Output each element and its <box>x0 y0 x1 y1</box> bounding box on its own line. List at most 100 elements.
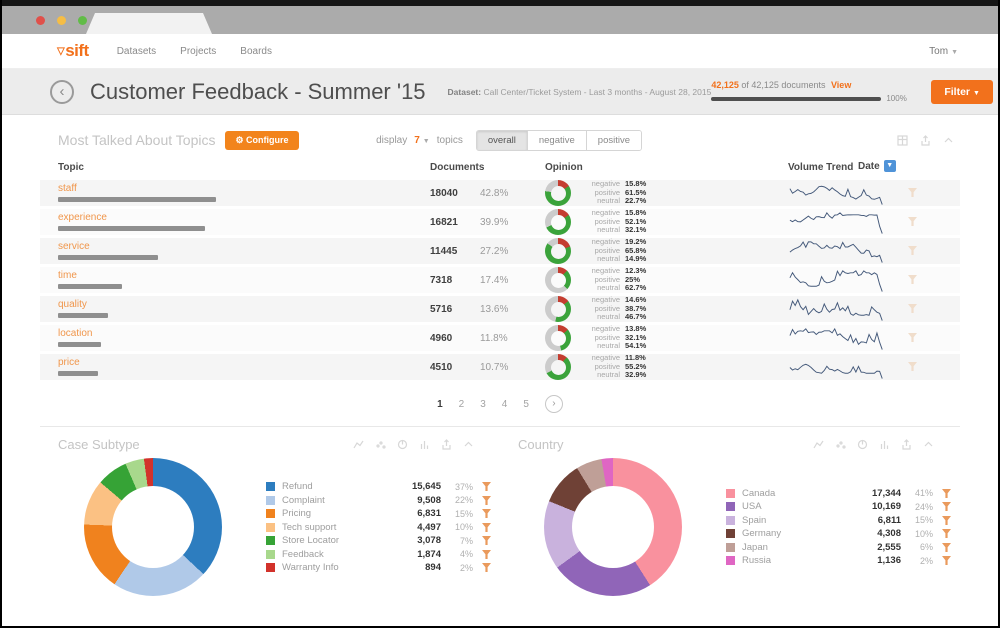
filter-funnel-icon[interactable] <box>482 495 491 505</box>
topic-link[interactable]: experience <box>58 212 107 223</box>
filter-funnel-icon[interactable] <box>908 217 917 226</box>
nav-item-boards[interactable]: Boards <box>240 45 272 57</box>
nav-item-projects[interactable]: Projects <box>180 45 217 57</box>
filter-button[interactable]: Filter ▼ <box>931 79 993 104</box>
dashboard-main: Most Talked About Topics ⚙ Configure dis… <box>2 115 998 626</box>
export-icon[interactable] <box>920 134 931 146</box>
filter-funnel-icon[interactable] <box>942 529 951 539</box>
page-1[interactable]: 1 <box>437 398 443 410</box>
filter-funnel-icon[interactable] <box>942 502 951 512</box>
collapse-icon[interactable] <box>923 439 934 450</box>
topic-link[interactable]: quality <box>58 299 87 310</box>
export-icon[interactable] <box>901 438 912 450</box>
legend-value: 1,874 <box>417 548 441 560</box>
opinion-negative-label: negative <box>591 237 620 246</box>
topic-link[interactable]: location <box>58 328 93 339</box>
filter-funnel-icon[interactable] <box>942 556 951 566</box>
date-label: Date <box>858 160 880 172</box>
country-donut[interactable] <box>544 458 682 596</box>
user-menu[interactable]: Tom ▼ <box>929 45 958 57</box>
opinion-donut <box>545 180 571 206</box>
export-icon[interactable] <box>441 438 452 450</box>
topics-table-header: Topic Documents Opinion Volume Trend Dat… <box>40 158 960 180</box>
filter-funnel-icon[interactable] <box>908 333 917 342</box>
opinion-negative-label: negative <box>591 266 620 275</box>
maximize-window-icon[interactable] <box>78 16 87 25</box>
toggle-overall[interactable]: overall <box>476 130 528 150</box>
document-count: 18040 <box>430 188 458 199</box>
case-subtype-donut[interactable] <box>84 458 222 596</box>
legend-label: USA <box>742 501 762 513</box>
topic-link[interactable]: service <box>58 241 90 252</box>
browser-tab[interactable] <box>86 13 212 34</box>
legend-swatch <box>266 509 275 518</box>
filter-funnel-icon[interactable] <box>482 549 491 559</box>
opinion-negative-label: negative <box>591 353 620 362</box>
filter-funnel-icon[interactable] <box>908 275 917 284</box>
opinion-negative-label: negative <box>591 324 620 333</box>
trend-date-selector[interactable]: Date ▼ <box>858 160 896 172</box>
filter-funnel-icon[interactable] <box>482 536 491 545</box>
legend-item: USA 10,169 24% <box>726 500 951 514</box>
bar-chart-icon[interactable] <box>419 439 430 450</box>
legend-swatch <box>726 515 735 525</box>
sift-logo[interactable]: ▽sift <box>57 41 89 60</box>
table-view-icon[interactable] <box>897 134 908 146</box>
legend-value: 4,497 <box>417 521 441 533</box>
filter-funnel-icon[interactable] <box>908 246 917 255</box>
configure-button[interactable]: ⚙ Configure <box>225 130 299 150</box>
page-4[interactable]: 4 <box>501 398 508 410</box>
opinion-positive-value: 65.8% <box>625 245 647 255</box>
toggle-positive[interactable]: positive <box>586 130 641 150</box>
document-count: 11445 <box>430 246 458 257</box>
topic-link[interactable]: price <box>58 357 80 368</box>
close-window-icon[interactable] <box>36 16 45 25</box>
filter-funnel-icon[interactable] <box>482 563 491 572</box>
collapse-icon[interactable] <box>943 135 954 146</box>
back-button[interactable]: ‹ <box>50 79 74 104</box>
donut-chart-icon[interactable] <box>857 439 868 450</box>
opinion-breakdown: negative 11.8% positive 55.2% neutral 32.9% <box>582 353 702 380</box>
next-page-button[interactable]: › <box>544 395 563 413</box>
topic-link[interactable]: time <box>58 270 77 281</box>
filter-funnel-icon[interactable] <box>942 515 951 525</box>
table-row: price 4510 10.7% negative 11.8% positive 5… <box>40 353 960 380</box>
line-chart-icon[interactable] <box>813 439 824 450</box>
nav-item-datasets[interactable]: Datasets <box>116 45 157 57</box>
legend-item: Pricing 6,831 15% <box>266 507 491 521</box>
line-chart-icon[interactable] <box>353 439 364 450</box>
bar-chart-icon[interactable] <box>879 439 890 450</box>
page-3[interactable]: 3 <box>480 398 486 410</box>
filter-funnel-icon[interactable] <box>482 522 491 532</box>
donut-chart-icon[interactable] <box>397 439 408 450</box>
display-count-dropdown[interactable]: 7 ▼ <box>414 134 430 146</box>
scatter-chart-icon[interactable] <box>375 439 386 450</box>
filter-funnel-icon[interactable] <box>908 304 917 313</box>
filter-funnel-icon[interactable] <box>908 188 917 197</box>
opinion-positive-value: 32.1% <box>625 332 647 342</box>
topic-link[interactable]: staff <box>58 183 77 194</box>
page-2[interactable]: 2 <box>458 398 465 410</box>
page-5[interactable]: 5 <box>523 398 529 410</box>
filter-funnel-icon[interactable] <box>908 362 917 371</box>
legend-item: Complaint 9,508 22% <box>266 493 491 507</box>
page-title: Customer Feedback - Summer '15 <box>90 78 426 104</box>
table-row: quality 5716 13.6% negative 14.6% positiv… <box>40 295 960 322</box>
legend-value: 1,136 <box>877 555 901 567</box>
opinion-positive-label: positive <box>594 216 620 226</box>
legend-percent: 22% <box>454 495 473 505</box>
logo-funnel-icon: ▽ <box>57 46 65 57</box>
collapse-icon[interactable] <box>463 439 474 450</box>
scatter-chart-icon[interactable] <box>835 439 846 450</box>
filter-funnel-icon[interactable] <box>942 542 951 552</box>
view-link[interactable]: View <box>830 80 852 90</box>
legend-item: Spain 6,811 15% <box>726 514 951 528</box>
legend-value: 6,811 <box>877 514 901 526</box>
filter-funnel-icon[interactable] <box>942 488 951 498</box>
chevron-down-icon: ▼ <box>422 137 430 145</box>
legend-value: 3,078 <box>417 535 441 546</box>
filter-funnel-icon[interactable] <box>482 482 491 491</box>
minimize-window-icon[interactable] <box>57 16 66 25</box>
toggle-negative[interactable]: negative <box>527 130 587 150</box>
filter-funnel-icon[interactable] <box>482 509 491 518</box>
